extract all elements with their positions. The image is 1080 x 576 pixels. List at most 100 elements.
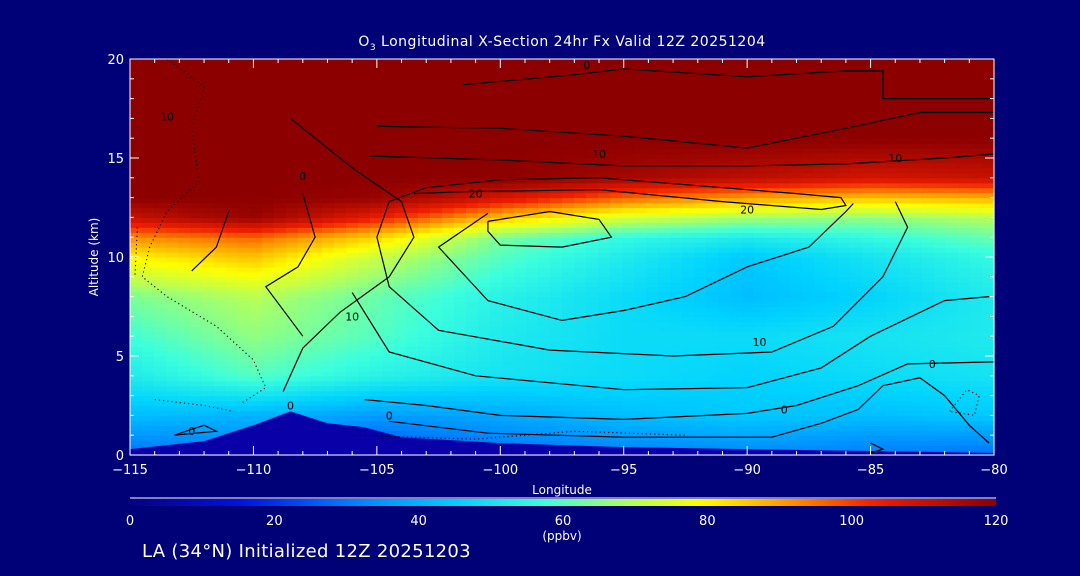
heatmap-cell bbox=[178, 281, 191, 288]
heatmap-cell bbox=[742, 133, 755, 139]
heatmap-cell bbox=[334, 252, 347, 258]
heatmap-cell bbox=[190, 118, 203, 124]
heatmap-cell bbox=[610, 365, 623, 372]
heatmap-cell bbox=[814, 182, 827, 189]
heatmap-cell bbox=[742, 118, 755, 124]
heatmap-cell bbox=[982, 271, 995, 278]
heatmap-cell bbox=[622, 336, 635, 342]
heatmap-cell bbox=[934, 380, 947, 387]
heatmap-cell bbox=[178, 202, 191, 209]
heatmap-cell bbox=[562, 311, 575, 317]
heatmap-cell bbox=[586, 242, 599, 248]
heatmap-cell bbox=[550, 182, 563, 189]
heatmap-cell bbox=[334, 306, 347, 313]
heatmap-cell bbox=[886, 153, 899, 159]
heatmap-cell bbox=[574, 212, 587, 218]
heatmap-cell bbox=[238, 162, 251, 169]
heatmap-cell bbox=[730, 148, 743, 154]
heatmap-cell bbox=[226, 113, 239, 119]
heatmap-cell bbox=[226, 326, 239, 332]
heatmap-cell bbox=[394, 232, 407, 238]
heatmap-cell bbox=[262, 301, 275, 308]
heatmap-cell bbox=[214, 336, 227, 342]
heatmap-cell bbox=[838, 138, 851, 144]
heatmap-cell bbox=[262, 351, 275, 357]
heatmap-cell bbox=[622, 395, 635, 402]
heatmap-cell bbox=[286, 153, 299, 159]
heatmap-cell bbox=[526, 247, 539, 253]
heatmap-cell bbox=[610, 153, 623, 159]
heatmap-cell bbox=[790, 222, 803, 228]
heatmap-cell bbox=[514, 370, 527, 377]
heatmap-cell bbox=[682, 395, 695, 402]
heatmap-cell bbox=[466, 128, 479, 134]
heatmap-cell bbox=[658, 138, 671, 144]
heatmap-cell bbox=[862, 261, 875, 268]
heatmap-cell bbox=[466, 360, 479, 367]
heatmap-cell bbox=[562, 207, 575, 214]
heatmap-cell bbox=[898, 326, 911, 332]
heatmap-cell bbox=[814, 276, 827, 283]
heatmap-cell bbox=[502, 148, 515, 154]
heatmap-cell bbox=[730, 118, 743, 124]
heatmap-cell bbox=[514, 182, 527, 189]
heatmap-cell bbox=[826, 182, 839, 189]
heatmap-cell bbox=[466, 296, 479, 303]
heatmap-cell bbox=[862, 266, 875, 273]
heatmap-cell bbox=[574, 291, 587, 298]
heatmap-cell bbox=[286, 311, 299, 317]
heatmap-cell bbox=[814, 118, 827, 124]
heatmap-cell bbox=[706, 227, 719, 233]
heatmap-cell bbox=[970, 123, 983, 129]
heatmap-cell bbox=[838, 217, 851, 223]
heatmap-cell bbox=[262, 197, 275, 204]
heatmap-cell bbox=[730, 321, 743, 327]
heatmap-cell bbox=[826, 316, 839, 322]
heatmap-cell bbox=[670, 266, 683, 273]
heatmap-cell bbox=[634, 370, 647, 377]
heatmap-cell bbox=[730, 410, 743, 416]
heatmap-cell bbox=[214, 311, 227, 317]
heatmap-cell bbox=[430, 271, 443, 278]
heatmap-cell bbox=[766, 380, 779, 387]
heatmap-cell bbox=[466, 430, 479, 436]
heatmap-cell bbox=[562, 346, 575, 352]
heatmap-cell bbox=[718, 375, 731, 382]
heatmap-cell bbox=[202, 123, 215, 129]
heatmap-cell bbox=[778, 133, 791, 139]
heatmap-cell bbox=[742, 375, 755, 382]
heatmap-cell bbox=[478, 182, 491, 189]
heatmap-cell bbox=[226, 133, 239, 139]
heatmap-cell bbox=[766, 410, 779, 416]
heatmap-cell bbox=[706, 435, 719, 441]
heatmap-cell bbox=[502, 336, 515, 342]
heatmap-cell bbox=[958, 380, 971, 387]
heatmap-cell bbox=[694, 435, 707, 441]
heatmap-cell bbox=[406, 118, 419, 124]
heatmap-cell bbox=[166, 415, 179, 421]
heatmap-cell bbox=[202, 311, 215, 317]
heatmap-cell bbox=[526, 182, 539, 189]
heatmap-cell bbox=[934, 440, 947, 446]
heatmap-cell bbox=[442, 247, 455, 253]
heatmap-cell bbox=[502, 133, 515, 139]
heatmap-cell bbox=[970, 306, 983, 313]
heatmap-cell bbox=[910, 301, 923, 308]
heatmap-cell bbox=[646, 395, 659, 402]
heatmap-cell bbox=[190, 370, 203, 377]
heatmap-cell bbox=[322, 232, 335, 238]
heatmap-cell bbox=[646, 182, 659, 189]
heatmap-cell bbox=[814, 440, 827, 446]
heatmap-cell bbox=[190, 128, 203, 134]
heatmap-cell bbox=[922, 172, 935, 179]
heatmap-cell bbox=[586, 123, 599, 129]
heatmap-cell bbox=[550, 222, 563, 228]
heatmap-cell bbox=[934, 187, 947, 194]
heatmap-cell bbox=[130, 153, 143, 159]
heatmap-cell bbox=[886, 301, 899, 308]
heatmap-cell bbox=[286, 405, 299, 412]
heatmap-cell bbox=[274, 266, 287, 273]
heatmap-cell bbox=[814, 252, 827, 258]
heatmap-cell bbox=[742, 232, 755, 238]
heatmap-cell bbox=[586, 435, 599, 441]
